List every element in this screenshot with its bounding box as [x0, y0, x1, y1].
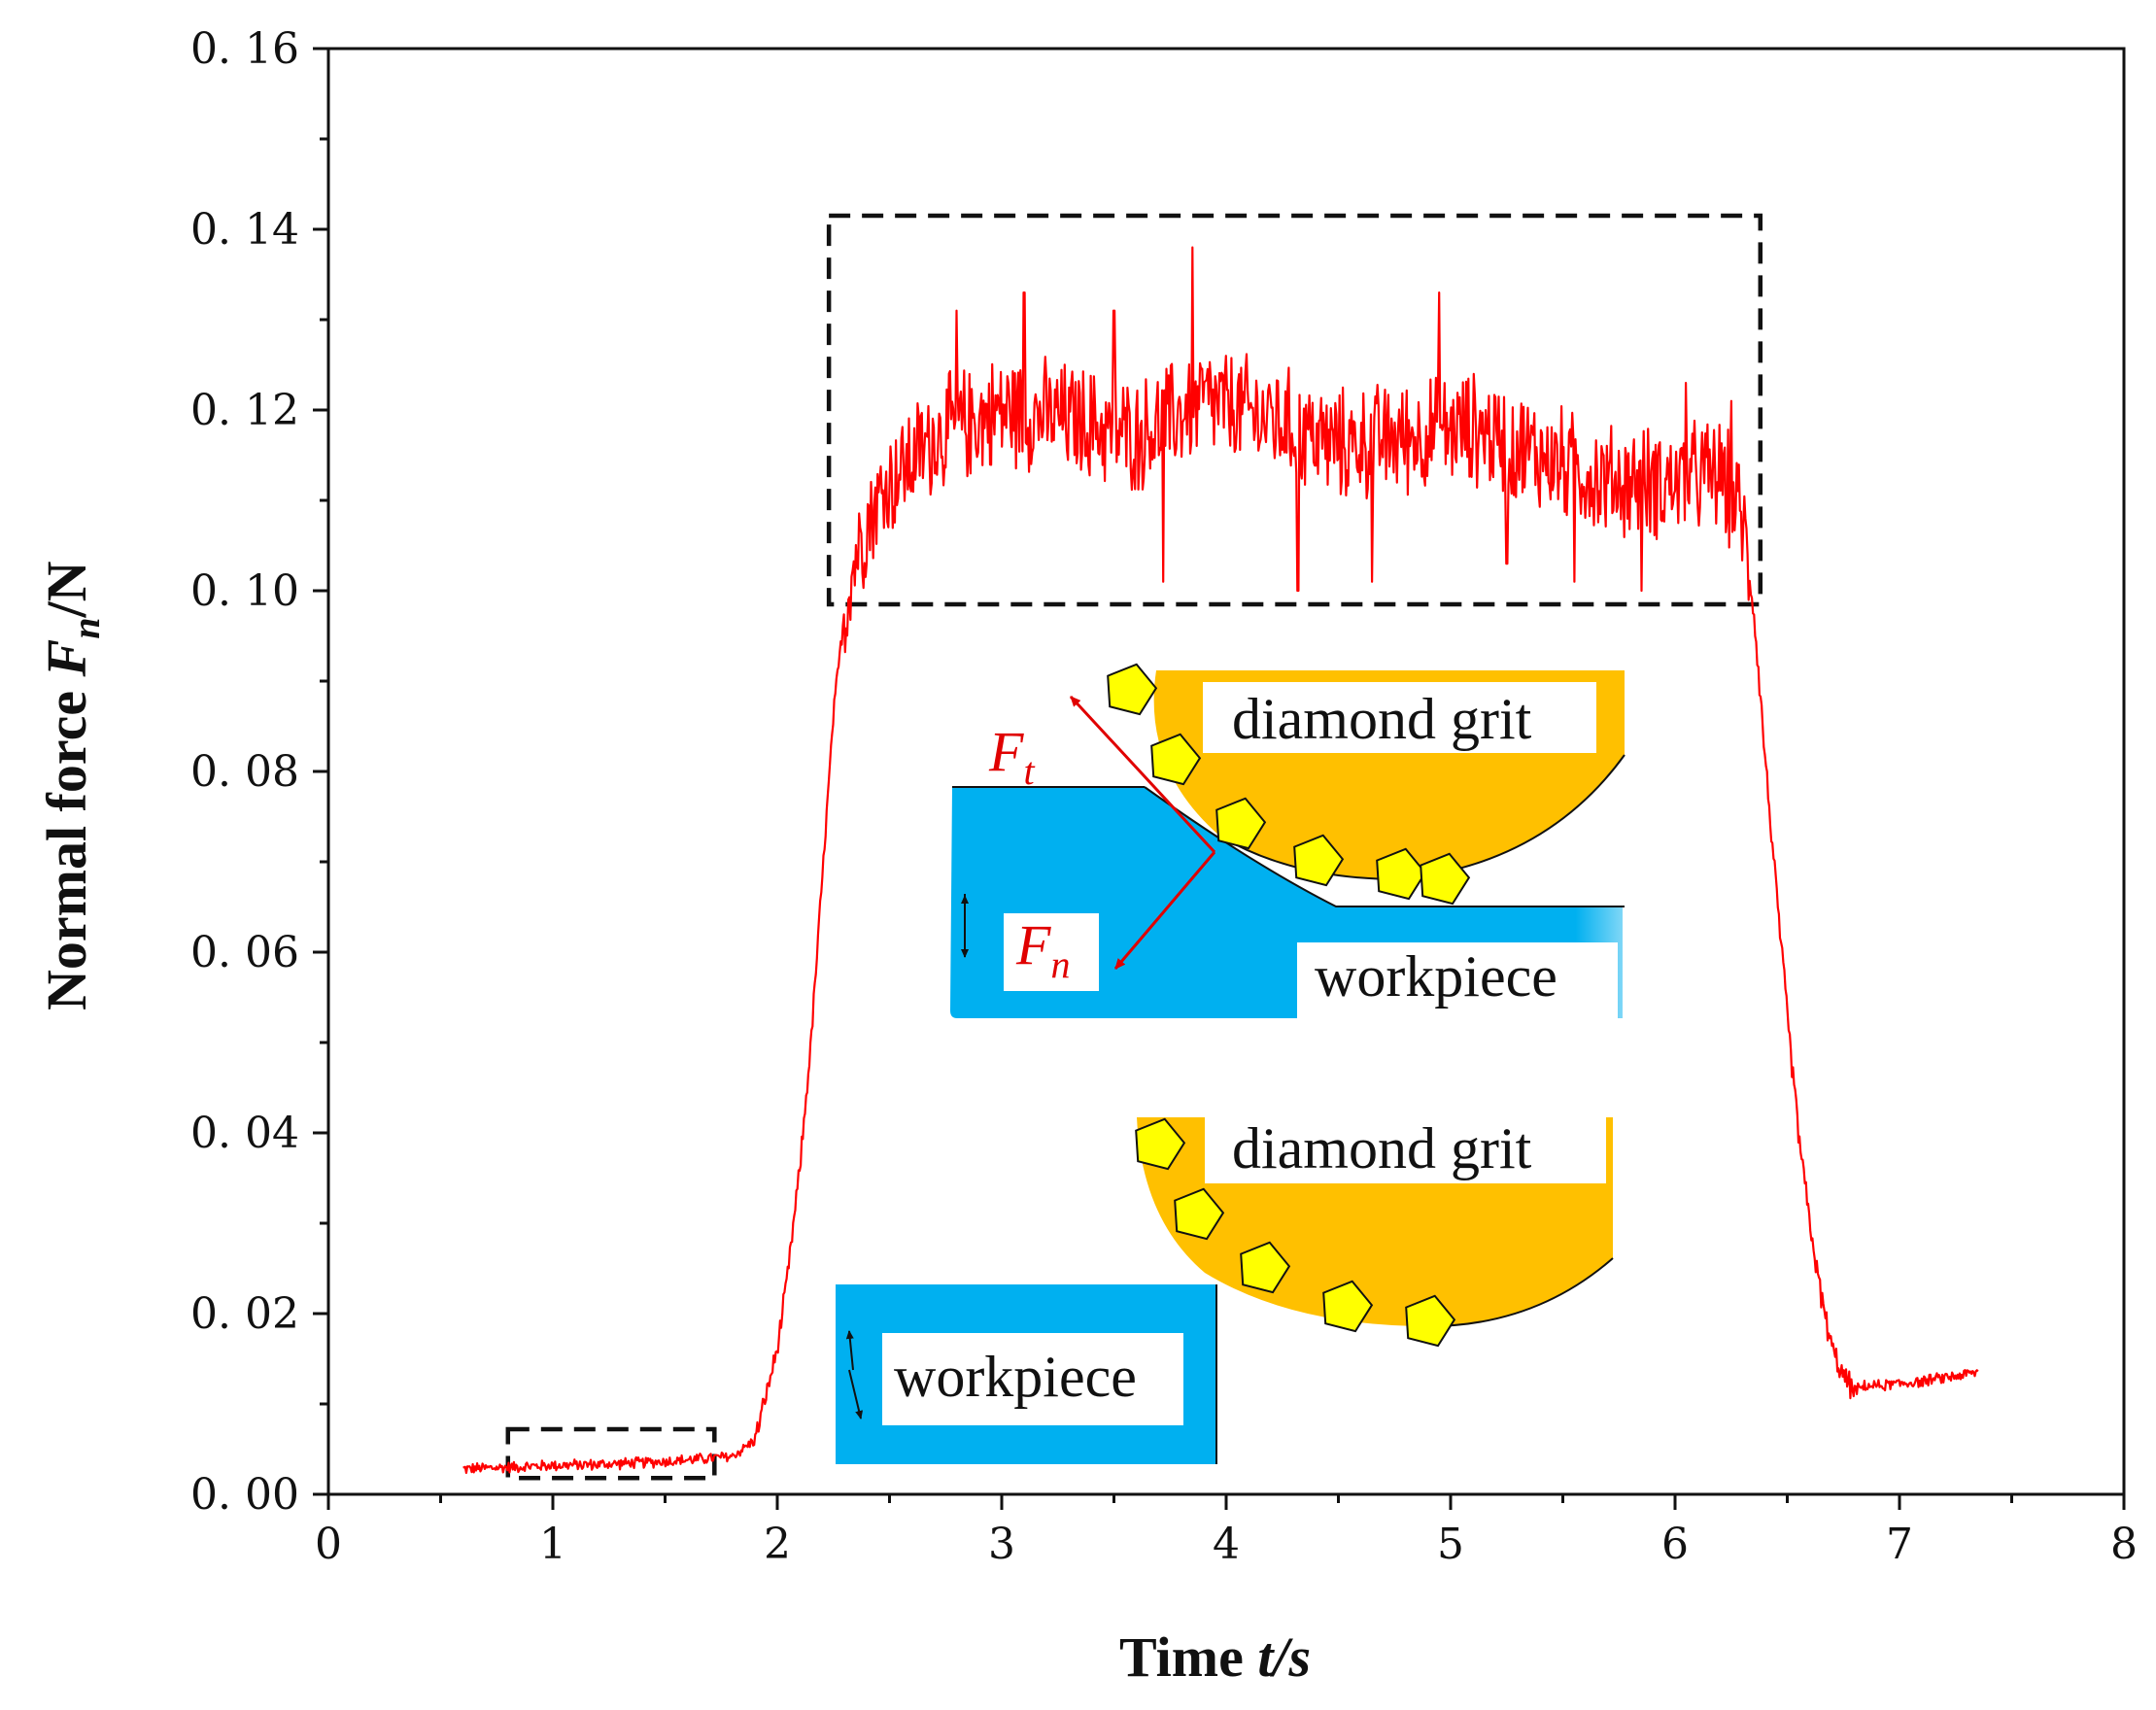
y-tick-label: 0. 10	[190, 566, 299, 616]
y-tick-label: 0. 04	[190, 1109, 299, 1158]
grit-label-bottom: diamond grit	[1232, 1116, 1532, 1180]
y-tick-label: 0. 08	[190, 747, 299, 797]
grit-label-top: diamond grit	[1232, 687, 1532, 751]
tangential-force-label: Ft	[988, 720, 1035, 793]
baseline-highlight-box	[505, 1426, 717, 1481]
y-tick-label: 0. 00	[190, 1470, 299, 1520]
normal-force-arrow	[1113, 851, 1216, 970]
x-tick-labels: 0 1 2 3 4 5 6 7 8	[315, 1520, 2138, 1569]
y-axis-title: Normal force Fn/N	[35, 561, 108, 1010]
workpiece-label-top: workpiece	[1315, 944, 1557, 1009]
workpiece-label-box-bottom	[882, 1333, 1183, 1425]
x-tick-label: 7	[1886, 1520, 1913, 1569]
x-tick-label: 8	[2110, 1520, 2138, 1569]
y-tick-label: 0. 06	[190, 928, 299, 977]
diamond-grit	[1174, 1187, 1225, 1241]
highlight-boxes	[505, 213, 1763, 1481]
x-tick-label: 4	[1213, 1520, 1240, 1569]
y-tick-label: 0. 12	[190, 386, 299, 435]
diamond-grit	[1322, 1280, 1374, 1333]
x-tick-label: 5	[1437, 1520, 1464, 1569]
diamond-grit	[1150, 733, 1202, 786]
x-axis-title: Time t/s	[1119, 1625, 1311, 1689]
axis-ticks	[313, 47, 2126, 1510]
diamond-grit	[1420, 852, 1471, 906]
diamond-grits-bottom	[1135, 1117, 1456, 1348]
diamond-grit	[1135, 1117, 1186, 1171]
grit-label-box-top	[1203, 682, 1596, 753]
inset-cutting: diamond grit workpiece Ft Fn	[950, 663, 1626, 1018]
diamond-grit	[1107, 663, 1158, 716]
diamond-grit	[1293, 834, 1345, 887]
x-tick-label: 3	[988, 1520, 1015, 1569]
diamond-grit	[1405, 1294, 1456, 1348]
y-tick-label: 0. 02	[190, 1289, 299, 1339]
steady-state-highlight-box	[826, 213, 1763, 607]
workpiece-label-box-top	[1297, 942, 1618, 1018]
diamond-grit	[1215, 797, 1267, 850]
diamond-grit	[1240, 1241, 1291, 1294]
diamond-grits-top	[1107, 663, 1471, 906]
normal-force-label: Fn	[1015, 913, 1070, 986]
y-tick-label: 0. 16	[190, 24, 299, 74]
normal-force-label-box	[1004, 913, 1099, 991]
tangential-force-arrow	[1069, 695, 1216, 854]
x-tick-label: 2	[764, 1520, 791, 1569]
grit-label-box-bottom	[1205, 1115, 1606, 1183]
x-tick-label: 6	[1661, 1520, 1689, 1569]
y-tick-labels: 0. 00 0. 02 0. 04 0. 06 0. 08 0. 10 0. 12 0. 14…	[190, 24, 299, 1520]
x-tick-label: 1	[539, 1520, 566, 1569]
grit-wheel-edge-bottom	[1427, 1257, 1614, 1327]
y-tick-label: 0. 14	[190, 205, 299, 255]
x-tick-label: 0	[315, 1520, 342, 1569]
workpiece-label-bottom: workpiece	[894, 1345, 1137, 1409]
feed-arrow-bottom-icon	[848, 1369, 864, 1419]
normal-force-series-line	[462, 246, 1979, 1474]
feed-arrow-bottom-up-icon	[845, 1330, 854, 1371]
inset-approach: diamond grit workpiece	[836, 1115, 1614, 1464]
